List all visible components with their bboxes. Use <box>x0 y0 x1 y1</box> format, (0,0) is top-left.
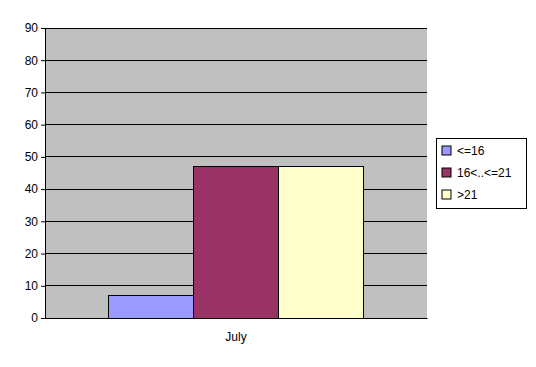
y-tick: 90 <box>25 21 45 35</box>
y-tick: 40 <box>25 182 45 196</box>
y-tick: 70 <box>25 86 45 100</box>
grid-line <box>45 60 427 61</box>
grid-line <box>45 124 427 125</box>
y-tick: 20 <box>25 247 45 261</box>
legend-entry: 16<..<=21 <box>442 166 512 180</box>
plot: 0 10 20 30 40 50 60 70 80 90 July <box>25 21 428 343</box>
legend-label: >21 <box>457 188 478 202</box>
y-tick-label: 90 <box>25 21 39 35</box>
y-tick-label: 30 <box>25 215 39 229</box>
y-tick-mark <box>41 286 45 287</box>
y-tick-label: 10 <box>25 279 39 293</box>
legend-label: <=16 <box>457 144 485 158</box>
y-tick-mark <box>41 125 45 126</box>
chart: 0 10 20 30 40 50 60 70 80 90 July <=16 16<..<=21 >21 <box>0 0 536 367</box>
x-tick: July <box>225 318 246 344</box>
x-axis-line <box>46 318 428 319</box>
y-tick-mark <box>41 92 45 93</box>
grid-line <box>45 28 427 29</box>
legend-swatch <box>442 146 451 155</box>
x-tick-label: July <box>225 330 246 344</box>
y-tick-label: 20 <box>25 247 39 261</box>
grid <box>45 28 427 318</box>
y-tick-label: 80 <box>25 54 39 68</box>
y-tick-label: 70 <box>25 86 39 100</box>
legend-entry: <=16 <box>442 144 485 158</box>
y-tick-mark <box>41 254 45 255</box>
y-tick-mark <box>41 221 45 222</box>
legend-swatch <box>442 190 451 199</box>
y-tick: 60 <box>25 118 45 132</box>
y-axis: 0 10 20 30 40 50 60 70 80 90 <box>25 21 46 325</box>
legend-box <box>437 139 527 209</box>
y-tick-label: 40 <box>25 182 39 196</box>
y-tick: 80 <box>25 54 45 68</box>
plot-background <box>45 28 427 318</box>
y-tick-mark <box>41 189 45 190</box>
bars <box>109 167 364 318</box>
legend-swatch <box>442 168 451 177</box>
bar <box>109 295 194 318</box>
legend-label: 16<..<=21 <box>457 166 512 180</box>
bar <box>278 167 363 318</box>
x-axis: July <box>46 318 428 344</box>
y-tick-label: 0 <box>31 311 38 325</box>
y-tick: 10 <box>25 279 45 293</box>
y-axis-line <box>41 29 46 319</box>
y-tick-label: 60 <box>25 118 39 132</box>
y-tick-mark <box>41 60 45 61</box>
grid-line <box>45 156 427 157</box>
y-tick: 30 <box>25 215 45 229</box>
grid-line <box>45 92 427 93</box>
y-tick-label: 50 <box>25 150 39 164</box>
y-tick-mark <box>41 28 45 29</box>
y-tick: 0 <box>31 311 45 325</box>
legend-entry: >21 <box>442 188 478 202</box>
legend: <=16 16<..<=21 >21 <box>437 139 527 209</box>
y-tick: 50 <box>25 150 45 164</box>
y-tick-mark <box>41 157 45 158</box>
bar <box>194 167 279 318</box>
y-tick-mark <box>41 318 45 319</box>
